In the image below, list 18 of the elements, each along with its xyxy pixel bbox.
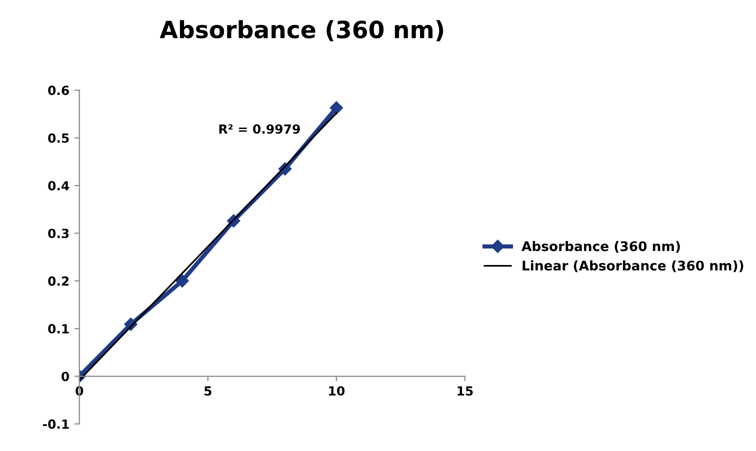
legend-label: Linear (Absorbance (360 nm)) bbox=[522, 260, 744, 272]
y-tick-label: 0.5 bbox=[48, 133, 69, 143]
x-tick-label: 15 bbox=[458, 386, 473, 396]
legend-label: Absorbance (360 nm) bbox=[522, 241, 680, 253]
x-tick-label: 0 bbox=[76, 386, 84, 396]
point bbox=[176, 274, 189, 288]
x-tick-label: 10 bbox=[329, 386, 345, 396]
y-tick-label: 0.3 bbox=[48, 228, 69, 238]
y-tick-label: 0.6 bbox=[48, 86, 69, 96]
y-tick-label: 0.1 bbox=[48, 324, 69, 334]
y-tick-label: 0.4 bbox=[48, 181, 70, 190]
y-tick-label: -0.1 bbox=[43, 419, 69, 429]
chart-title: Absorbance (360 nm) bbox=[160, 20, 444, 42]
y-tick-label: 0.2 bbox=[48, 276, 69, 286]
annotation: R² = 0.9979 bbox=[219, 124, 300, 134]
y-tick-label: 0 bbox=[62, 372, 70, 382]
x-tick-label: 5 bbox=[204, 386, 212, 396]
point bbox=[330, 101, 344, 114]
